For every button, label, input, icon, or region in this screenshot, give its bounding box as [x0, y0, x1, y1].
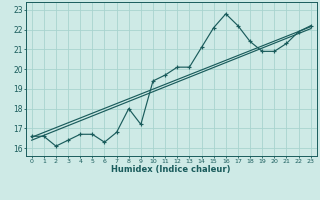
X-axis label: Humidex (Indice chaleur): Humidex (Indice chaleur)	[111, 165, 231, 174]
